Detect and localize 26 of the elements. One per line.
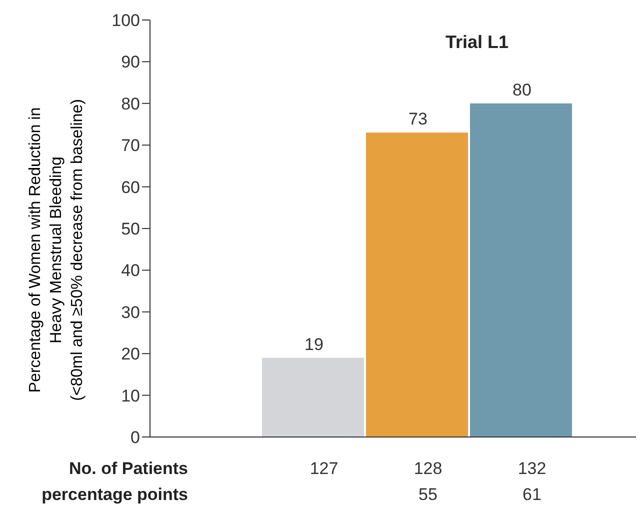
y-axis-title: Percentage of Women with Reduction in Heavy Menstrual Bleeding (<80ml and ≥50% decrease from baseline) <box>27 99 86 401</box>
text: 128 <box>414 459 442 478</box>
bar <box>262 358 364 437</box>
text: 127 <box>310 459 338 478</box>
y-tick-label: 90 <box>121 52 140 72</box>
text: percentage points <box>42 485 188 504</box>
data-label: 73 <box>408 110 428 129</box>
data-label: 80 <box>512 80 532 100</box>
y-tick-label: 50 <box>121 219 140 238</box>
y-tick-label: 80 <box>121 94 140 114</box>
y-tick-label: 100 <box>112 10 140 30</box>
text: 61 <box>522 485 542 504</box>
data-label: 19 <box>304 334 324 354</box>
text: Trial L1 <box>445 32 509 52</box>
y-tick-label: 70 <box>121 136 140 156</box>
bar <box>470 103 572 437</box>
bar <box>366 132 468 437</box>
text: No. of Patients <box>68 459 188 478</box>
text: 132 <box>518 459 546 478</box>
y-tick-label: 60 <box>121 178 140 197</box>
text: 55 <box>418 485 438 504</box>
y-tick-label: 20 <box>121 344 140 364</box>
y-tick-label: 30 <box>121 302 140 322</box>
y-tick-label: 10 <box>121 386 140 406</box>
y-tick-label: 40 <box>121 261 140 280</box>
y-tick-label: 0 <box>130 428 140 447</box>
